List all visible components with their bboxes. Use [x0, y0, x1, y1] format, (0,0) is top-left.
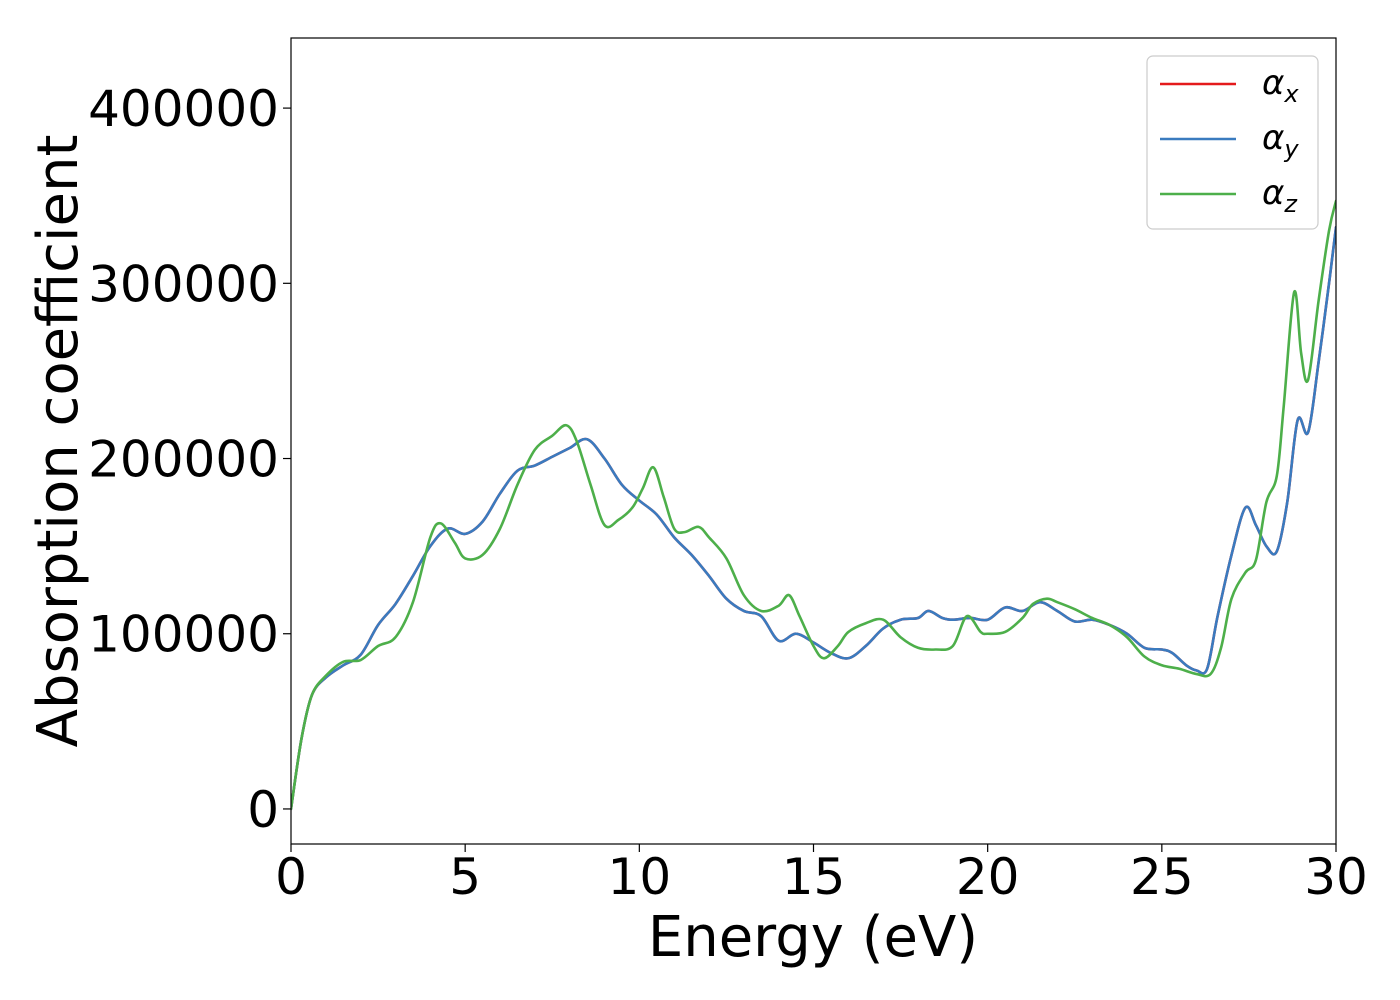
- legend-label-alpha-y: αy: [1262, 118, 1299, 163]
- y-tick-label: 400000: [88, 80, 279, 138]
- x-tick-label: 10: [608, 848, 672, 906]
- x-tick-label: 15: [782, 848, 846, 906]
- series-line-alpha-z: [291, 199, 1336, 811]
- x-tick-label: 0: [275, 848, 307, 906]
- y-axis-ticks: 0 100000 200000 300000 400000: [88, 80, 291, 839]
- y-tick-label: 300000: [88, 255, 279, 313]
- x-axis-label: Energy (eV): [648, 905, 978, 970]
- y-tick-label: 200000: [88, 431, 279, 489]
- x-tick-label: 30: [1304, 848, 1368, 906]
- x-tick-label: 5: [449, 848, 481, 906]
- y-axis-label: Absorption coefficient: [26, 135, 91, 748]
- y-tick-label: 100000: [88, 606, 279, 664]
- legend: αx αy αz: [1146, 55, 1319, 230]
- series-line-alpha-y: [291, 225, 1336, 811]
- y-tick-label: 0: [247, 781, 279, 839]
- legend-frame: [1146, 55, 1319, 230]
- x-tick-label: 20: [956, 848, 1020, 906]
- series-layer: [291, 199, 1336, 811]
- x-tick-label: 25: [1130, 848, 1194, 906]
- x-axis-ticks: 0 5 10 15 20 25 30: [275, 844, 1368, 906]
- legend-label-alpha-x: αx: [1262, 63, 1299, 108]
- legend-label-alpha-z: αz: [1262, 173, 1298, 218]
